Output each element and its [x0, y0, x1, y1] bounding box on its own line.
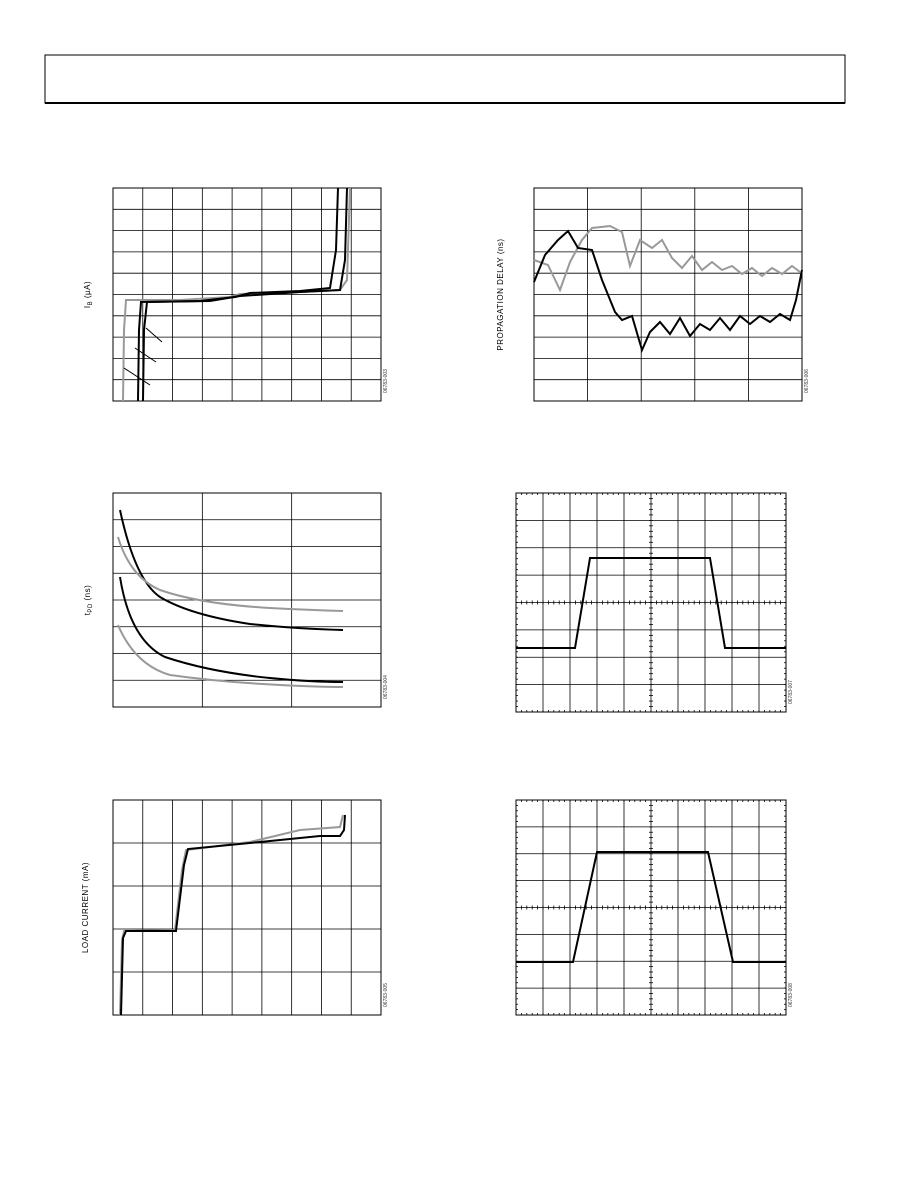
y-label-main: LOAD CURRENT (mA) [81, 862, 90, 953]
fig5-curves [119, 814, 346, 1016]
fig4-curve [516, 557, 786, 649]
y-label-main: PROPAGATION DELAY (ns) [496, 238, 505, 350]
figure-code: 06783-004 [383, 675, 389, 699]
y-label-unit: (ns) [83, 585, 92, 604]
y-label-main: I [83, 305, 92, 308]
figure: tPD (ns) 06783-004 [83, 492, 389, 708]
y-axis-label: tPD (ns) [83, 585, 94, 616]
fig1-curves [122, 187, 351, 402]
figure-code: 06783-008 [788, 983, 794, 1007]
figure: 06783-008 [515, 799, 794, 1016]
header-box [44, 54, 846, 104]
y-axis-label: IB (µA) [83, 281, 94, 308]
fig6-curve [516, 851, 786, 963]
figure: LOAD CURRENT (mA) 06783-005 [81, 799, 389, 1016]
y-axis-label: PROPAGATION DELAY (ns) [496, 238, 505, 350]
plot-frame [112, 799, 382, 1016]
fig3-curves [117, 509, 344, 688]
figure-code: 06783-005 [383, 983, 389, 1007]
y-label-sub: PD [88, 603, 94, 613]
y-label-sub: B [88, 301, 94, 306]
figure: PROPAGATION DELAY (ns) 06783-006 [496, 187, 810, 402]
charts: IB (µA) 06783-003 PROPAGATION DELAY (ns) 06… [81, 187, 810, 1016]
y-label-unit: (µA) [83, 281, 92, 301]
figure-code: 06783-003 [383, 369, 389, 393]
y-axis-label: LOAD CURRENT (mA) [81, 862, 90, 953]
figure-code: 06783-006 [804, 369, 810, 393]
figure: 06783-007 [515, 492, 794, 713]
figure-code: 06783-007 [788, 680, 794, 704]
fig2-curves [533, 224, 803, 353]
y-label-main: t [83, 612, 92, 615]
